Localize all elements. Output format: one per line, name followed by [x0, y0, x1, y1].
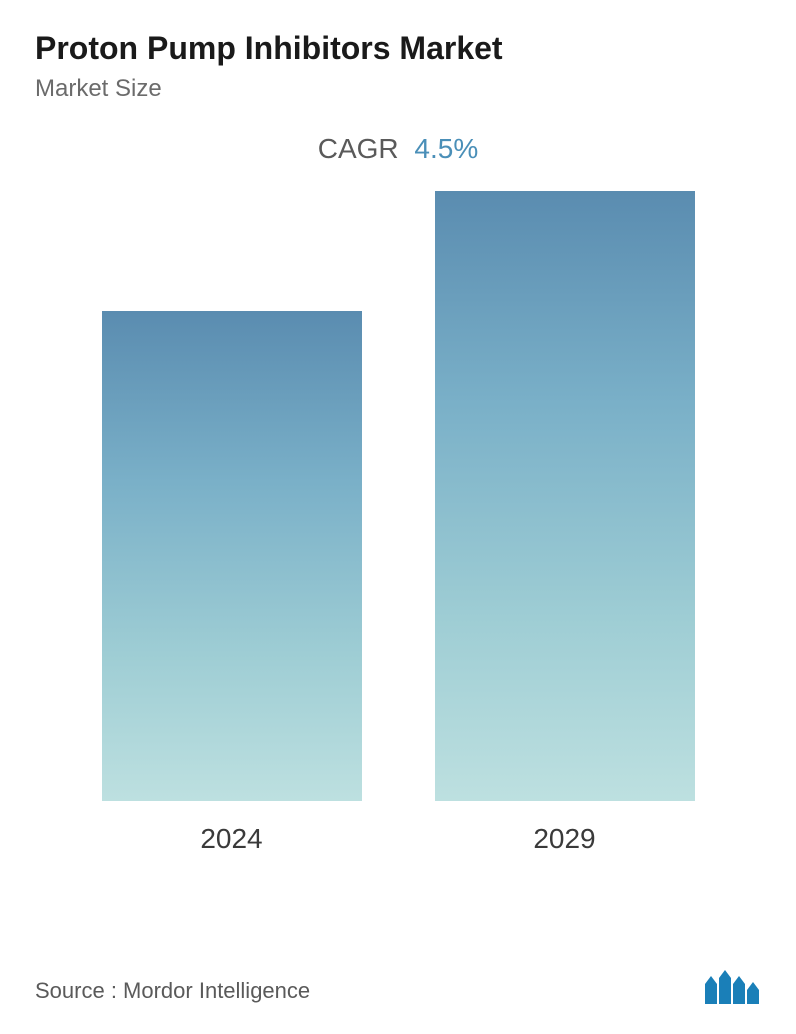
cagr-row: CAGR 4.5% [35, 133, 761, 165]
bar-group-2029: 2029 [425, 191, 705, 855]
bar-2029 [435, 191, 695, 801]
mordor-logo-icon [705, 968, 761, 1004]
bar-2024 [102, 311, 362, 801]
footer: Source : Mordor Intelligence [35, 968, 761, 1004]
bar-label-2024: 2024 [200, 823, 262, 855]
bar-label-2029: 2029 [533, 823, 595, 855]
chart-subtitle: Market Size [35, 75, 761, 103]
source-text: Source : Mordor Intelligence [35, 978, 310, 1004]
cagr-label: CAGR [318, 133, 399, 164]
bar-chart: 2024 2029 [35, 235, 761, 855]
chart-title: Proton Pump Inhibitors Market [35, 30, 761, 67]
bar-group-2024: 2024 [92, 311, 372, 855]
cagr-value: 4.5% [414, 133, 478, 164]
